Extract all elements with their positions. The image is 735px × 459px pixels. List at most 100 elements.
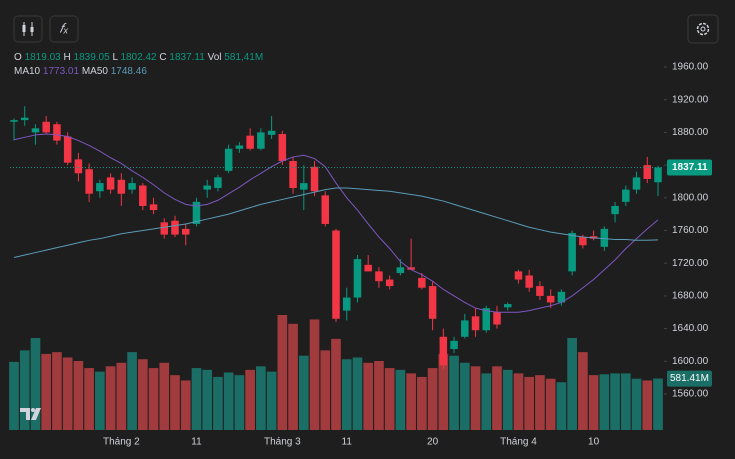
ma-line — [13, 133, 659, 313]
candle-body — [611, 205, 619, 215]
volume-bar — [159, 362, 170, 430]
volume-bar — [620, 373, 631, 430]
legend-key: H — [64, 52, 71, 63]
volume-bar — [642, 380, 653, 430]
y-tick-label: 1880.00 — [672, 127, 709, 138]
candle-body — [514, 271, 523, 280]
volume-bar — [449, 355, 459, 430]
candle-icon — [22, 25, 26, 32]
candle-body — [214, 177, 222, 188]
volume-bar — [288, 323, 298, 430]
candle-body — [568, 232, 576, 272]
candle-body — [418, 277, 426, 288]
candle-body — [342, 297, 351, 311]
volume-bar — [19, 350, 30, 430]
candle-body — [63, 136, 72, 163]
candle-body — [525, 275, 533, 288]
candle-body — [622, 189, 630, 202]
candle-body — [106, 177, 115, 190]
candle-body — [332, 230, 340, 319]
x-tick-label: 11 — [191, 437, 202, 448]
volume-bar — [470, 366, 481, 430]
candle-body — [461, 320, 469, 337]
volume-bar — [438, 353, 449, 430]
candle-body — [181, 228, 190, 235]
volume-bar — [234, 375, 245, 430]
candle-body — [74, 159, 83, 174]
y-tick-label: 1760.00 — [672, 225, 709, 236]
price-tag-label: 1837.11 — [672, 162, 708, 173]
candle-body — [117, 179, 126, 194]
volume-bar — [653, 378, 663, 430]
volume-bar — [481, 373, 492, 430]
candle-body — [321, 195, 330, 224]
chart-type-button[interactable] — [13, 15, 43, 43]
candle-body — [278, 134, 287, 162]
logo-mark — [20, 408, 41, 420]
volume-bar — [417, 376, 427, 430]
candle-body — [310, 166, 319, 192]
candle-body — [10, 120, 18, 122]
volume-bar — [191, 368, 202, 430]
volume-bar — [406, 373, 416, 430]
candle-body — [536, 286, 544, 296]
candle-body — [482, 308, 491, 331]
volume-bar — [352, 357, 363, 430]
y-tick-label: 1600.00 — [672, 356, 709, 367]
volume-bar — [567, 338, 577, 430]
volume-bar — [502, 369, 513, 430]
candle-body — [289, 161, 297, 188]
volume-bar — [52, 352, 62, 430]
volume-bar — [374, 361, 384, 430]
volume-bar — [298, 355, 309, 430]
y-tick-label: 1800.00 — [672, 192, 709, 203]
candle-body — [632, 177, 641, 190]
volume-bar — [127, 352, 137, 430]
logo-mark — [31, 408, 35, 412]
candle-body — [53, 124, 61, 141]
volume-bar — [631, 378, 642, 430]
gear-icon — [696, 22, 710, 36]
ohlc-legend: O 1819.03 H 1839.05 L 1802.42 C 1837.11 … — [14, 52, 263, 63]
volume-bar — [588, 375, 599, 430]
volume-bar — [223, 372, 234, 430]
settings-button[interactable] — [687, 14, 719, 44]
volume-bar — [384, 368, 395, 430]
indicators-button[interactable] — [49, 15, 79, 43]
ma-line — [13, 187, 659, 258]
candle-body — [557, 291, 566, 303]
candle-body — [235, 145, 244, 149]
x-tick-label: 11 — [342, 437, 353, 448]
candle-body — [300, 183, 308, 190]
candle-body — [192, 201, 201, 224]
candle-body — [396, 267, 405, 274]
candle-body — [160, 222, 169, 235]
candle-body — [246, 135, 254, 149]
candle-body — [96, 183, 104, 192]
candle-body — [31, 128, 40, 133]
x-tick-label: 10 — [588, 437, 600, 448]
legend-key: O — [14, 52, 22, 63]
legend-key: C — [159, 52, 166, 63]
x-tick-label: Tháng 4 — [500, 437, 537, 448]
legend-value: 1839.05 — [74, 52, 111, 63]
y-tick-label: 1960.00 — [672, 62, 709, 73]
volume-bar — [459, 362, 470, 430]
volume-bar — [599, 374, 610, 430]
x-tick-label: Tháng 2 — [103, 437, 140, 448]
volume-tag — [667, 370, 712, 387]
candle-body — [128, 183, 136, 190]
volume-bar — [30, 338, 41, 430]
logo — [20, 408, 41, 420]
candle-body — [257, 132, 265, 149]
volume-bar — [84, 368, 94, 430]
volume-bar — [492, 366, 502, 430]
volume-bar — [41, 353, 52, 430]
candle-body — [149, 204, 158, 211]
volume-bar — [73, 361, 84, 430]
candle-body — [375, 271, 383, 282]
candle-body — [493, 312, 501, 325]
candle-body — [579, 237, 587, 246]
candle-body — [203, 185, 211, 190]
candle-body — [20, 117, 29, 121]
